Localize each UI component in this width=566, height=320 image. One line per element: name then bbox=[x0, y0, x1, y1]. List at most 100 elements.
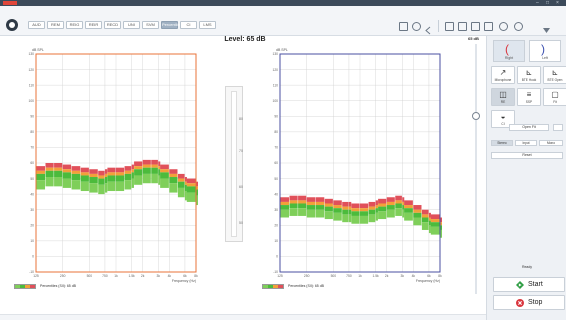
segment-stereo[interactable]: Stereo bbox=[491, 140, 513, 146]
percentile-bar bbox=[360, 208, 369, 212]
percentile-bar bbox=[351, 203, 360, 209]
right-ear-icon: ( bbox=[505, 42, 509, 56]
back-icon[interactable] bbox=[425, 22, 431, 35]
percentile-bar bbox=[421, 222, 429, 230]
fit-button[interactable]: ▢ Fit bbox=[543, 88, 566, 106]
bte-open-button[interactable]: ⊾ BTE Open bbox=[543, 66, 566, 84]
right-ear-button[interactable]: ( Right bbox=[493, 40, 525, 62]
percentile-bar bbox=[184, 181, 187, 185]
link-icon[interactable] bbox=[412, 22, 421, 31]
bte-hook-button[interactable]: ⊾ BTE Hook bbox=[517, 66, 541, 84]
tab-recd[interactable]: RECD bbox=[104, 21, 121, 29]
percentile-bar bbox=[169, 173, 178, 178]
percentile-bar bbox=[333, 212, 342, 221]
y-tick-label: 30 bbox=[274, 208, 278, 212]
percentile-bar bbox=[333, 205, 342, 209]
percentile-bar bbox=[413, 212, 422, 218]
sidebar: ( Right ) Left ↗ Microphone ⊾ BTE Hook ⊾… bbox=[486, 36, 566, 320]
tab-ci[interactable]: CI bbox=[180, 21, 197, 29]
fit-label: Fit bbox=[553, 100, 557, 104]
percentile-bar bbox=[404, 208, 413, 213]
percentile-bar bbox=[104, 177, 108, 184]
microphone-button[interactable]: ↗ Microphone bbox=[491, 66, 515, 84]
percentile-bar bbox=[342, 209, 349, 215]
monitor-icon[interactable] bbox=[458, 22, 467, 31]
percentile-bar bbox=[298, 203, 307, 209]
slider-thumb[interactable] bbox=[472, 112, 480, 120]
y-tick-label: 50 bbox=[30, 177, 34, 181]
percentile-bar bbox=[158, 161, 161, 167]
ci-button[interactable]: ◒ CI bbox=[491, 110, 515, 128]
percentile-bar bbox=[421, 217, 429, 223]
x-tick-label: 125 bbox=[33, 274, 39, 278]
reset-button[interactable]: Reset bbox=[491, 152, 563, 159]
tab-aud[interactable]: AUD bbox=[28, 21, 45, 29]
x-tick-label: 8k bbox=[194, 274, 198, 278]
minimize-icon[interactable]: – bbox=[536, 0, 539, 6]
left-ear-label: Left bbox=[542, 56, 548, 60]
open-fit-button[interactable]: Open Fit bbox=[509, 124, 549, 131]
stop-icon bbox=[516, 299, 524, 307]
re-button[interactable]: ◫ RE bbox=[491, 88, 515, 106]
y-tick-label: -10 bbox=[29, 270, 34, 274]
percentile-swatches bbox=[14, 284, 36, 289]
tab-lms[interactable]: LMS bbox=[199, 21, 216, 29]
y-tick-label: 0 bbox=[32, 255, 34, 259]
y-tick-label: 40 bbox=[274, 192, 278, 196]
x-axis-label: Frequency (Hz) bbox=[416, 279, 440, 283]
percentile-bar bbox=[36, 170, 46, 174]
settings-icon[interactable] bbox=[499, 22, 508, 31]
tab-percentile[interactable]: Percentile bbox=[161, 21, 180, 29]
ssp-icon: ≡ bbox=[526, 90, 532, 99]
left-ear-button[interactable]: ) Left bbox=[529, 40, 561, 62]
tab-uni[interactable]: UNI bbox=[123, 21, 140, 29]
left-ear-icon: ) bbox=[541, 42, 545, 56]
segment-input[interactable]: Input bbox=[515, 140, 537, 146]
slider-track[interactable] bbox=[475, 44, 477, 294]
stop-button[interactable]: Stop bbox=[493, 295, 565, 310]
percentile-bar bbox=[324, 198, 333, 204]
percentile-bar bbox=[62, 172, 72, 179]
percentile-bar bbox=[104, 169, 108, 174]
print-icon[interactable] bbox=[399, 22, 408, 31]
open-fit-value[interactable] bbox=[553, 124, 563, 131]
percentile-bar bbox=[116, 172, 125, 176]
segment-mono[interactable]: Mono bbox=[539, 140, 563, 146]
maximize-icon[interactable]: □ bbox=[546, 0, 550, 6]
close-icon[interactable]: × bbox=[556, 0, 559, 6]
y-tick-label: 70 bbox=[30, 146, 34, 150]
slider-value-label: 65 dB bbox=[468, 36, 479, 41]
level-slider[interactable]: 65 dB bbox=[468, 36, 482, 304]
tab-reir[interactable]: REIR bbox=[85, 21, 102, 29]
home-button[interactable] bbox=[6, 19, 18, 31]
expand-icon[interactable] bbox=[542, 22, 551, 33]
percentile-bar bbox=[186, 186, 196, 193]
help-icon[interactable] bbox=[514, 22, 523, 31]
percentile-bar bbox=[45, 177, 54, 187]
ssp-button[interactable]: ≡ SSP bbox=[517, 88, 541, 106]
save-icon[interactable] bbox=[445, 22, 454, 31]
percentile-bar bbox=[342, 201, 349, 207]
bte-open-icon: ⊾ bbox=[551, 68, 559, 77]
percentile-bar bbox=[378, 198, 387, 204]
microphone-icon: ↗ bbox=[499, 68, 507, 77]
percentile-bar bbox=[368, 214, 376, 223]
percentile-bar bbox=[124, 170, 132, 174]
percentile-bar bbox=[395, 208, 402, 216]
percentile-bar bbox=[368, 201, 376, 207]
percentile-bar bbox=[124, 166, 132, 171]
y-tick-label: 70 bbox=[274, 146, 278, 150]
percentile-bar bbox=[142, 167, 151, 174]
tab-svm[interactable]: SVM bbox=[142, 21, 159, 29]
percentile-bar bbox=[177, 181, 185, 188]
percentile-bar bbox=[45, 163, 54, 168]
document-icon[interactable] bbox=[484, 22, 493, 31]
start-button[interactable]: Start bbox=[493, 277, 565, 292]
percentile-bar bbox=[62, 169, 72, 173]
tab-rem[interactable]: REM bbox=[47, 21, 64, 29]
percentile-bar bbox=[315, 205, 325, 210]
tab-reig[interactable]: REIG bbox=[66, 21, 83, 29]
percentile-bar bbox=[107, 181, 116, 192]
percentile-bar bbox=[169, 169, 178, 174]
print-preview-icon[interactable] bbox=[471, 22, 480, 31]
